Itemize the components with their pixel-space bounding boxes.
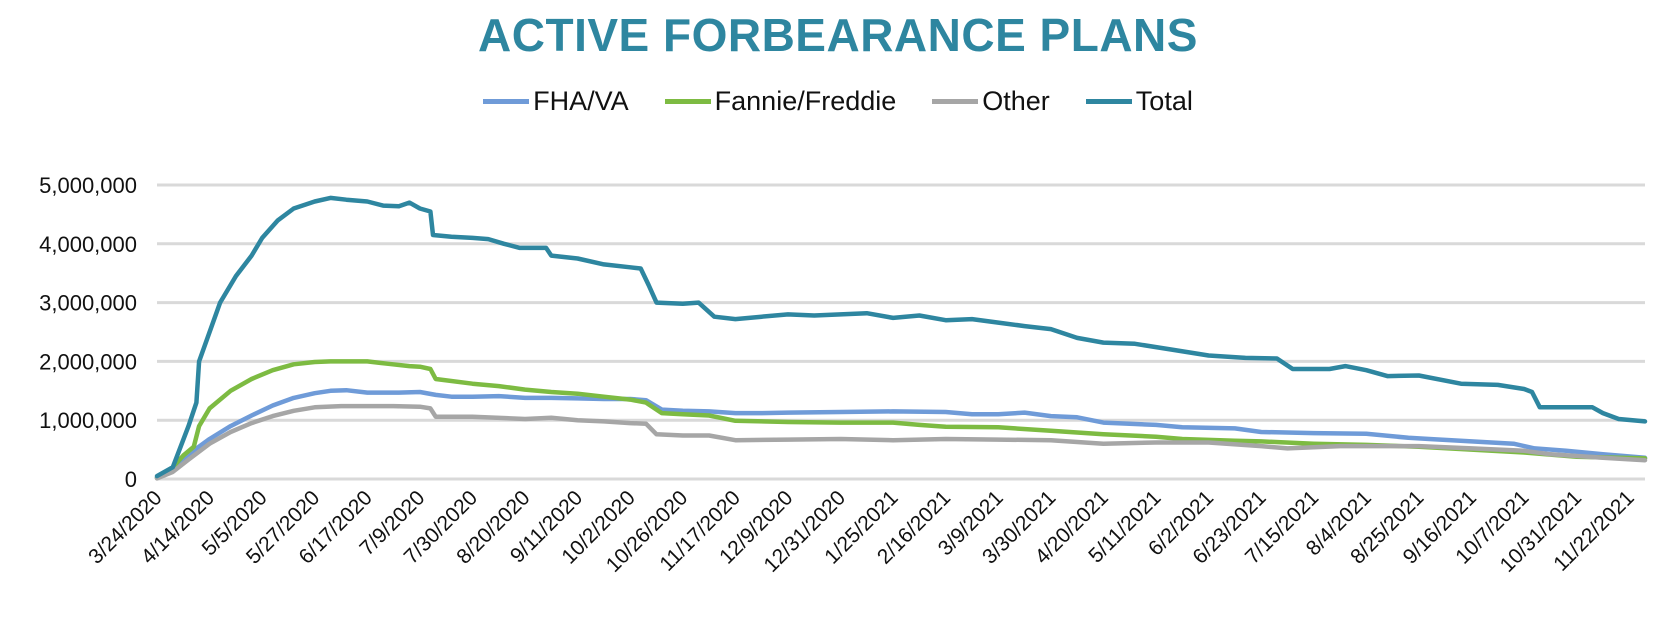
- chart-title: ACTIVE FORBEARANCE PLANS: [478, 9, 1198, 61]
- legend-swatch-fha-va: [483, 99, 530, 104]
- y-tick-label: 3,000,000: [39, 291, 137, 316]
- y-tick-label: 1,000,000: [39, 408, 137, 433]
- y-tick-label: 0: [125, 467, 137, 492]
- legend-swatch-other: [932, 99, 979, 104]
- chart-legend: FHA/VA Fannie/Freddie Other Total: [0, 86, 1676, 117]
- x-axis-labels: 3/24/20204/14/20205/5/20205/27/20206/17/…: [84, 486, 1639, 577]
- legend-swatch-fannie-freddie: [664, 99, 711, 104]
- legend-item-total: Total: [1085, 86, 1193, 117]
- y-tick-label: 2,000,000: [39, 349, 137, 374]
- legend-swatch-total: [1085, 99, 1132, 104]
- series-lines: [154, 195, 1648, 481]
- legend-label-fha-va: FHA/VA: [533, 86, 629, 116]
- y-tick-label: 4,000,000: [39, 232, 137, 257]
- legend-label-other: Other: [982, 86, 1050, 116]
- series-line-fannie-freddie: [154, 359, 1648, 481]
- series-line-fha-va: [154, 387, 1648, 481]
- legend-item-fha-va: FHA/VA: [483, 86, 629, 117]
- legend-item-other: Other: [932, 86, 1050, 117]
- legend-label-fannie-freddie: Fannie/Freddie: [714, 86, 897, 116]
- series-line-other: [154, 403, 1648, 481]
- y-axis-labels: 0 1,000,000 2,000,000 3,000,000 4,000,000 5,0…: [39, 173, 137, 492]
- y-tick-label: 5,000,000: [39, 173, 137, 198]
- legend-label-total: Total: [1135, 86, 1193, 116]
- series-line-total: [154, 195, 1648, 479]
- legend-item-fannie-freddie: Fannie/Freddie: [664, 86, 897, 117]
- gridlines: [157, 183, 1645, 481]
